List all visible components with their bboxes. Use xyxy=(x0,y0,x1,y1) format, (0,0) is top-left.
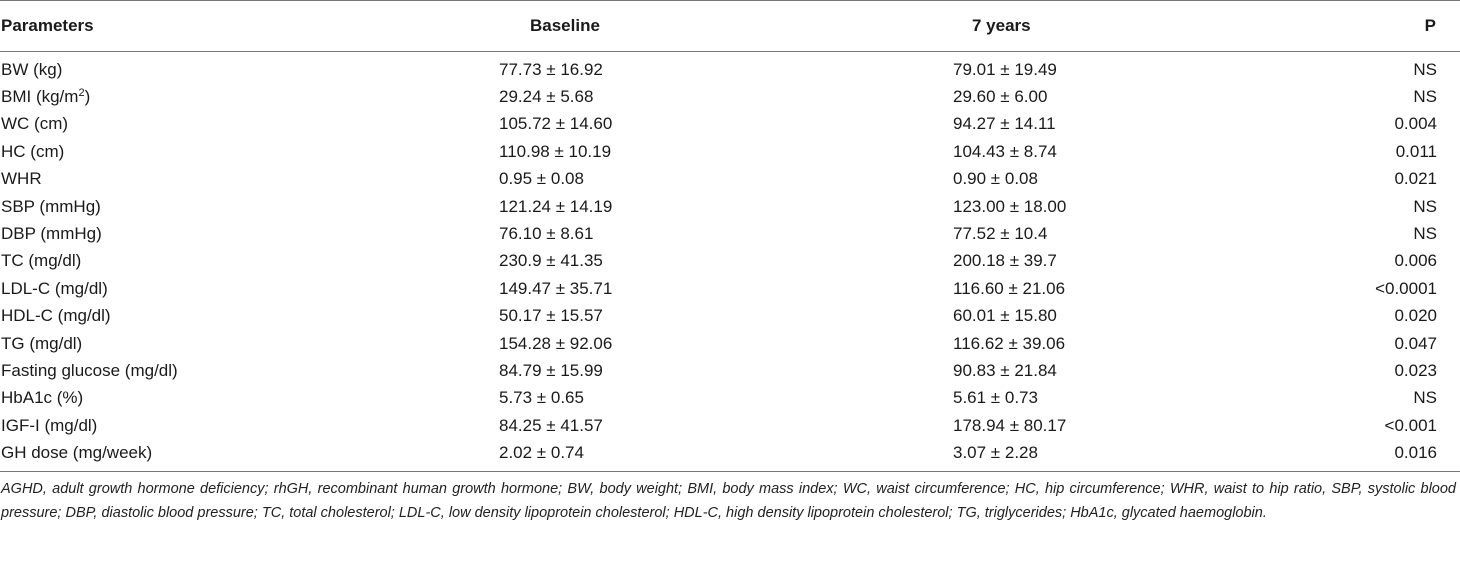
table-row: DBP (mmHg) 76.10 ± 8.61 77.52 ± 10.4 NS xyxy=(0,220,1460,247)
cell-seven-years: 116.62 ± 39.06 xyxy=(953,333,1066,353)
cell-p: 0.006 xyxy=(1394,251,1437,271)
cell-p: 0.023 xyxy=(1394,360,1437,380)
cell-parameter: IGF-I (mg/dl) xyxy=(1,415,98,435)
cell-p: NS xyxy=(1413,388,1437,408)
cell-seven-years: 178.94 ± 80.17 xyxy=(953,415,1067,435)
cell-baseline: 84.25 ± 41.57 xyxy=(499,415,603,435)
header-baseline: Baseline xyxy=(530,16,600,35)
param-text: BMI (kg/m xyxy=(1,87,79,107)
cell-p: 0.020 xyxy=(1394,306,1437,326)
cell-p: NS xyxy=(1413,59,1437,79)
cell-seven-years: 3.07 ± 2.28 xyxy=(953,443,1038,463)
header-parameters: Parameters xyxy=(1,16,94,35)
table-row: TC (mg/dl) 230.9 ± 41.35 200.18 ± 39.7 0… xyxy=(0,248,1460,275)
cell-baseline: 5.73 ± 0.65 xyxy=(499,388,584,408)
cell-parameter: LDL-C (mg/dl) xyxy=(1,278,108,298)
cell-baseline: 154.28 ± 92.06 xyxy=(499,333,613,353)
header-seven-years: 7 years xyxy=(972,16,1031,35)
cell-parameter: WC (cm) xyxy=(1,114,69,134)
cell-seven-years: 90.83 ± 21.84 xyxy=(953,360,1057,380)
cell-parameter: DBP (mmHg) xyxy=(1,224,102,244)
table-row: HbA1c (%) 5.73 ± 0.65 5.61 ± 0.73 NS xyxy=(0,385,1460,412)
table-container: Parameters Baseline 7 years P BW (kg) 77… xyxy=(0,0,1460,521)
table-row: SBP (mmHg) 121.24 ± 14.19 123.00 ± 18.00… xyxy=(0,193,1460,220)
cell-parameter: TG (mg/dl) xyxy=(1,333,83,353)
cell-parameter: GH dose (mg/week) xyxy=(1,443,153,463)
table-row: WHR 0.95 ± 0.08 0.90 ± 0.08 0.021 xyxy=(0,166,1460,193)
cell-parameter: TC (mg/dl) xyxy=(1,251,82,271)
cell-seven-years: 29.60 ± 6.00 xyxy=(953,87,1048,107)
cell-baseline: 110.98 ± 10.19 xyxy=(499,141,612,161)
cell-seven-years: 5.61 ± 0.73 xyxy=(953,388,1038,408)
cell-seven-years: 116.60 ± 21.06 xyxy=(953,278,1066,298)
cell-p: 0.011 xyxy=(1395,141,1437,161)
table-header-row: Parameters Baseline 7 years P xyxy=(0,0,1460,52)
cell-seven-years: 104.43 ± 8.74 xyxy=(953,141,1057,161)
table-footnote: AGHD, adult growth hormone deficiency; r… xyxy=(1,480,1456,521)
table-row: IGF-I (mg/dl) 84.25 ± 41.57 178.94 ± 80.… xyxy=(0,412,1460,439)
cell-p: 0.047 xyxy=(1394,333,1437,353)
table-row: Fasting glucose (mg/dl) 84.79 ± 15.99 90… xyxy=(0,357,1460,384)
table-row: GH dose (mg/week) 2.02 ± 0.74 3.07 ± 2.2… xyxy=(0,439,1460,471)
cell-baseline: 84.79 ± 15.99 xyxy=(499,360,603,380)
cell-p: NS xyxy=(1413,224,1437,244)
cell-p: NS xyxy=(1413,196,1437,216)
cell-parameter: SBP (mmHg) xyxy=(1,196,101,216)
cell-baseline: 76.10 ± 8.61 xyxy=(499,224,594,244)
cell-p: <0.0001 xyxy=(1375,278,1437,298)
cell-seven-years: 60.01 ± 15.80 xyxy=(953,306,1057,326)
cell-parameter: HDL-C (mg/dl) xyxy=(1,306,111,326)
cell-baseline: 50.17 ± 15.57 xyxy=(499,306,603,326)
cell-baseline: 121.24 ± 14.19 xyxy=(499,196,613,216)
table-row: HDL-C (mg/dl) 50.17 ± 15.57 60.01 ± 15.8… xyxy=(0,303,1460,330)
cell-baseline: 149.47 ± 35.71 xyxy=(499,278,613,298)
header-p: P xyxy=(1424,16,1436,35)
cell-p: 0.021 xyxy=(1394,169,1437,189)
cell-p: <0.001 xyxy=(1384,415,1437,435)
table-row: LDL-C (mg/dl) 149.47 ± 35.71 116.60 ± 21… xyxy=(0,275,1460,302)
table-row: BMI (kg/m2) 29.24 ± 5.68 29.60 ± 6.00 NS xyxy=(0,83,1460,110)
cell-p: 0.004 xyxy=(1394,114,1437,134)
cell-seven-years: 94.27 ± 14.11 xyxy=(953,114,1056,134)
cell-parameter: WHR xyxy=(1,169,42,189)
cell-baseline: 2.02 ± 0.74 xyxy=(499,443,584,463)
cell-parameter: HC (cm) xyxy=(1,141,65,161)
table-row: WC (cm) 105.72 ± 14.60 94.27 ± 14.11 0.0… xyxy=(0,111,1460,138)
cell-parameter: BMI (kg/m2) xyxy=(0,83,440,110)
param-suffix: ) xyxy=(84,87,91,107)
cell-p: NS xyxy=(1413,87,1437,107)
table-row: TG (mg/dl) 154.28 ± 92.06 116.62 ± 39.06… xyxy=(0,330,1460,357)
cell-baseline: 77.73 ± 16.92 xyxy=(499,59,603,79)
param-superscript: 2 xyxy=(78,87,85,100)
cell-baseline: 29.24 ± 5.68 xyxy=(499,87,594,107)
table-row: HC (cm) 110.98 ± 10.19 104.43 ± 8.74 0.0… xyxy=(0,138,1460,165)
parameters-table: Parameters Baseline 7 years P BW (kg) 77… xyxy=(0,0,1460,472)
cell-seven-years: 0.90 ± 0.08 xyxy=(953,169,1038,189)
cell-parameter: Fasting glucose (mg/dl) xyxy=(1,360,178,380)
cell-seven-years: 123.00 ± 18.00 xyxy=(953,196,1067,216)
cell-parameter: BW (kg) xyxy=(1,59,63,79)
cell-baseline: 0.95 ± 0.08 xyxy=(499,169,584,189)
cell-p: 0.016 xyxy=(1394,443,1437,463)
cell-seven-years: 79.01 ± 19.49 xyxy=(953,59,1057,79)
cell-parameter: HbA1c (%) xyxy=(1,388,84,408)
cell-seven-years: 77.52 ± 10.4 xyxy=(953,224,1048,244)
cell-baseline: 230.9 ± 41.35 xyxy=(499,251,603,271)
cell-baseline: 105.72 ± 14.60 xyxy=(499,114,613,134)
cell-seven-years: 200.18 ± 39.7 xyxy=(953,251,1057,271)
table-row: BW (kg) 77.73 ± 16.92 79.01 ± 19.49 NS xyxy=(0,52,1460,84)
